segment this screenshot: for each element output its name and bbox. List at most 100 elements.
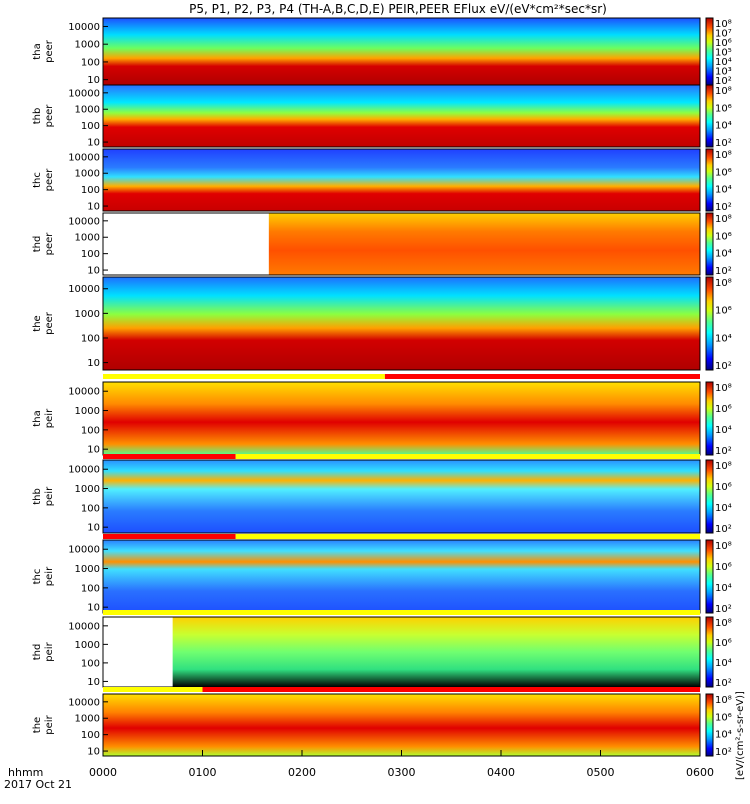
colorbar-tick-label: 10⁶ (715, 712, 732, 723)
colorbar-tick-label: 10⁴ (715, 121, 732, 132)
panel-label-the-peer: thepeer (32, 311, 55, 335)
y-tick-label: 10 (87, 445, 100, 456)
colorbar-tick-label: 10⁶ (715, 103, 732, 114)
colorbar-tick-label: 10⁶ (715, 638, 732, 649)
y-tick-label: 10000 (68, 284, 100, 295)
panel-label-thc-peir: thcpeir (32, 566, 55, 586)
x-tick-label: 0000 (89, 766, 117, 779)
colorbar-tick-label: 10² (715, 76, 732, 87)
y-tick-label: 10 (87, 75, 100, 86)
colorbar-label: [eV/(cm²-s-sr-eV)] (735, 691, 746, 780)
y-tick-label: 10 (87, 747, 100, 758)
y-tick-label: 10 (87, 523, 100, 534)
y-tick-label: 1000 (75, 233, 100, 244)
colorbar-tick-label: 10⁴ (715, 57, 732, 68)
mode-bar (103, 687, 700, 692)
spectrogram-tha-peer (103, 18, 700, 85)
y-tick-label: 1000 (75, 309, 100, 320)
colorbar-tick-label: 10⁸ (715, 150, 732, 161)
y-tick-label: 100 (81, 503, 100, 514)
spectrogram-the-peir (103, 694, 700, 756)
colorbar-tick-label: 10⁶ (715, 306, 732, 317)
panel-tha-peer: 10000 1000 100 10 thapeer 10⁸10⁷10⁶10⁵10⁴10³1… (32, 17, 732, 87)
colorbar-tick-label: 10⁶ (715, 404, 732, 415)
y-tick-label: 10000 (68, 465, 100, 476)
colorbar-tick-label: 10⁸ (715, 214, 732, 225)
plot-frame-thb-peir (102, 459, 701, 534)
panel-thb-peer: 10000 1000 100 10 thbpeer 10⁸ 10⁶ 10⁴ 10² (32, 84, 732, 149)
y-tick-label: 10000 (68, 88, 100, 99)
mode-bar-segment (103, 534, 236, 539)
colorbar-tick-label: 10² (715, 678, 732, 689)
y-tick-label: 10000 (68, 545, 100, 556)
y-tick-label: 100 (81, 583, 100, 594)
y-tick-label: 10000 (68, 621, 100, 632)
x-tick-label: 0500 (587, 766, 615, 779)
colorbar-tick-label: 10⁶ (715, 231, 732, 242)
panels-group: 10000100010010thapeer10⁸10⁷10⁶10⁵10⁴10³1… (32, 17, 732, 758)
colorbar-tick-label: 10⁸ (715, 541, 732, 552)
y-tick-label: 10000 (68, 697, 100, 708)
colorbar-tick-label: 10⁸ (715, 278, 732, 289)
y-tick-label: 1000 (75, 169, 100, 180)
y-tick-label: 100 (81, 730, 100, 741)
panel-thc-peer: 10000 1000 100 10 thcpeer 10⁸ 10⁶ 10⁴ 10² (32, 148, 732, 213)
colorbar-tick-label: 10⁴ (715, 658, 732, 669)
mode-bar (103, 454, 700, 459)
y-tick-label: 100 (81, 185, 100, 196)
colorbar-tick-label: 10² (715, 202, 732, 213)
spectrogram-tha-peir (103, 382, 700, 455)
colorbar-the-peir (705, 693, 714, 757)
colorbar-tha-peir (705, 381, 714, 456)
spectrogram-thc-peer (103, 149, 700, 211)
colorbar-tick-label: 10² (715, 747, 732, 758)
y-tick-label: 10000 (68, 152, 100, 163)
colorbar-tick-label: 10⁸ (715, 618, 732, 629)
mode-bar (103, 610, 700, 615)
panel-label-thb-peer: thbpeer (32, 104, 55, 128)
spectrogram-thb-peer (103, 85, 700, 147)
colorbar-thd-peer (705, 212, 714, 276)
colorbar-the-peer (705, 276, 714, 371)
colorbar-tick-label: 10² (715, 604, 732, 615)
colorbar-tha-peer (705, 17, 714, 86)
panel-thd-peir: 10000 1000 100 10 thdpeir 10⁸ 10⁶ 10⁴ 10² (32, 616, 732, 689)
y-tick-label: 1000 (75, 714, 100, 725)
mode-bar-segment (384, 374, 700, 379)
y-tick-label: 1000 (75, 564, 100, 575)
x-tick-label: 0200 (288, 766, 316, 779)
colorbar-tick-label: 10⁸ (715, 86, 732, 97)
y-tick-label: 1000 (75, 484, 100, 495)
date-label: 2017 Oct 21 (4, 778, 72, 791)
y-tick-label: 1000 (75, 105, 100, 116)
colorbar-tick-label: 10⁶ (715, 38, 732, 49)
mode-bar-segment (103, 374, 385, 379)
colorbar-tick-label: 10² (715, 266, 732, 277)
panel-label-thd-peer: thdpeer (32, 232, 55, 256)
colorbar-tick-label: 10² (715, 446, 732, 457)
y-tick-label: 10 (87, 266, 100, 277)
colorbar-tick-label: 10⁴ (715, 730, 732, 741)
y-tick-label: 100 (81, 57, 100, 68)
colorbar-tick-label: 10² (715, 524, 732, 535)
panel-label-the-peir: thepeir (32, 714, 55, 734)
colorbar-thc-peer (705, 148, 714, 212)
colorbar-tick-label: 10² (715, 138, 732, 149)
colorbar-thb-peir (705, 459, 714, 534)
colorbar-tick-label: 10⁵ (715, 48, 732, 59)
mode-bar-segment (202, 687, 700, 692)
spectrogram-the-peer (103, 277, 700, 370)
colorbar-tick-label: 10⁸ (715, 383, 732, 394)
panel-the-peir: 10000 1000 100 10 thepeir 10⁸ 10⁶ 10⁴ 10² (32, 693, 732, 758)
panel-label-thb-peir: thbpeir (32, 486, 55, 506)
colorbar-tick-label: 10⁴ (715, 333, 732, 344)
panel-thd-peer: 10000 1000 100 10 thdpeer 10⁸ 10⁶ 10⁴ 10² (32, 212, 732, 277)
colorbar-tick-label: 10⁶ (715, 482, 732, 493)
colorbar-tick-label: 10⁶ (715, 562, 732, 573)
y-tick-label: 100 (81, 658, 100, 669)
y-tick-label: 10 (87, 603, 100, 614)
y-tick-label: 10 (87, 138, 100, 149)
figure-title: P5, P1, P2, P3, P4 (TH-A,B,C,D,E) PEIR,P… (189, 2, 607, 16)
y-tick-label: 100 (81, 121, 100, 132)
